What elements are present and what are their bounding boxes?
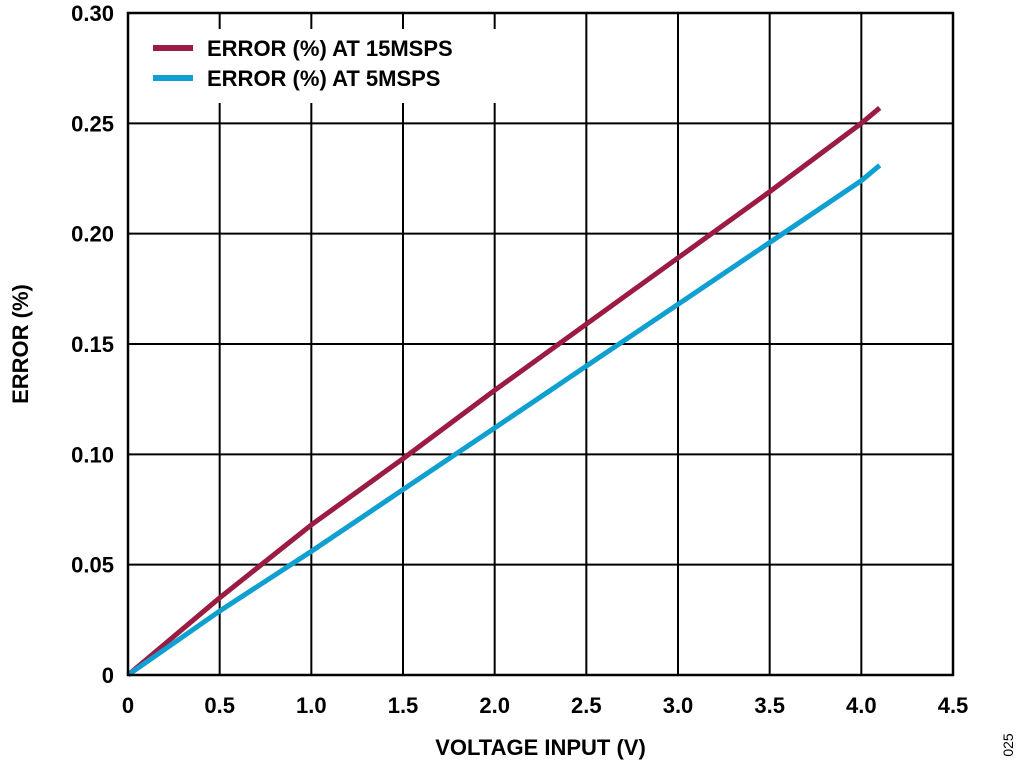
y-tick-label: 0.25 (71, 111, 114, 136)
y-tick-label: 0.20 (71, 222, 114, 247)
series-line-15msps (126, 105, 882, 677)
x-tick-label: 3.0 (663, 693, 694, 718)
y-tick-label: 0 (102, 663, 114, 688)
y-axis-title: ERROR (%) (8, 284, 33, 404)
y-tick-label: 0.05 (71, 553, 114, 578)
x-tick-label: 4.0 (846, 693, 877, 718)
x-tick-label: 0 (122, 693, 134, 718)
x-tick-label: 3.5 (754, 693, 785, 718)
figure-id: 025 (1000, 733, 1016, 757)
x-tick-label: 2.5 (571, 693, 602, 718)
x-tick-label: 4.5 (938, 693, 969, 718)
plot-frame (126, 11, 955, 677)
x-tick-label: 1.0 (296, 693, 327, 718)
legend-background (146, 29, 526, 103)
series-layer (126, 105, 882, 678)
y-tick-label: 0.30 (71, 1, 114, 26)
x-tick-label: 0.5 (204, 693, 235, 718)
x-axis-title: VOLTAGE INPUT (V) (435, 735, 646, 760)
grid (127, 12, 954, 676)
legend-label-15msps: ERROR (%) AT 15MSPS (207, 36, 453, 61)
y-tick-labels: 0 0.05 0.10 0.15 0.20 0.25 0.30 (71, 1, 114, 688)
y-tick-label: 0.10 (71, 442, 114, 467)
y-tick-label: 0.15 (71, 332, 114, 357)
x-tick-label: 1.5 (388, 693, 419, 718)
x-tick-label: 2.0 (479, 693, 510, 718)
legend: ERROR (%) AT 15MSPS ERROR (%) AT 5MSPS (146, 29, 526, 103)
legend-label-5msps: ERROR (%) AT 5MSPS (207, 66, 440, 91)
x-tick-labels: 0 0.5 1.0 1.5 2.0 2.5 3.0 3.5 4.0 4.5 (122, 693, 968, 718)
series-line-5msps (126, 163, 882, 678)
